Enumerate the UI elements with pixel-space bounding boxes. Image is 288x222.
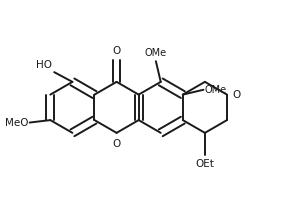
Text: O: O [112, 139, 121, 149]
Text: MeO: MeO [5, 117, 28, 127]
Text: OMe: OMe [145, 48, 167, 57]
Text: OEt: OEt [196, 159, 214, 169]
Text: O: O [232, 90, 240, 100]
Text: O: O [112, 46, 121, 56]
Text: HO: HO [36, 60, 52, 70]
Text: OMe: OMe [205, 85, 227, 95]
